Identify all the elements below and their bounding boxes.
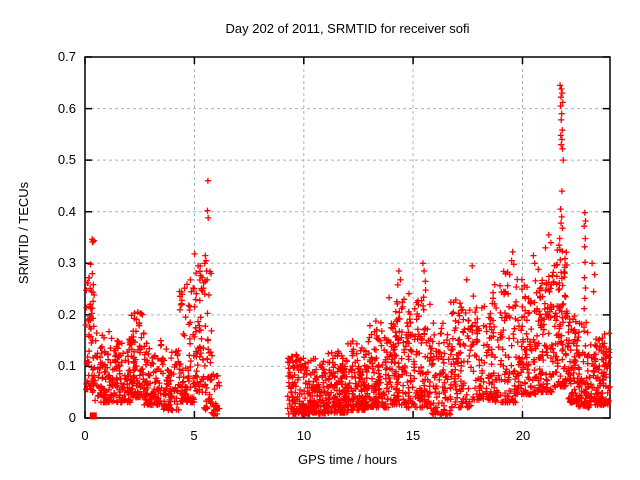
- chart-title: Day 202 of 2011, SRMTID for receiver sof…: [225, 21, 470, 36]
- x-tick-label: 5: [190, 428, 198, 443]
- x-tick-label: 15: [405, 428, 421, 443]
- y-tick-label: 0.4: [57, 204, 76, 219]
- y-tick-label: 0.6: [57, 101, 76, 116]
- y-tick-label: 0.1: [57, 358, 76, 373]
- x-tick-label: 20: [515, 428, 531, 443]
- y-tick-label: 0.2: [57, 307, 76, 322]
- y-tick-label: 0.7: [57, 49, 76, 64]
- y-tick-label: 0: [68, 410, 76, 425]
- y-axis-label: SRMTID / TECUs: [16, 181, 31, 285]
- y-tick-label: 0.5: [57, 152, 76, 167]
- x-tick-label: 0: [81, 428, 89, 443]
- x-tick-label: 10: [296, 428, 312, 443]
- y-tick-label: 0.3: [57, 255, 76, 270]
- x-axis-label: GPS time / hours: [298, 452, 397, 467]
